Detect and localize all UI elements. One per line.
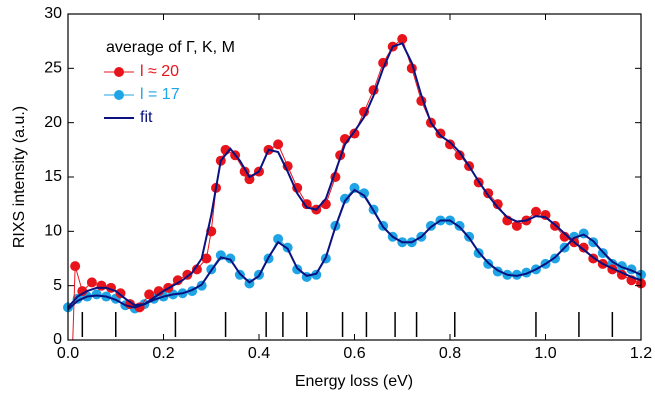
y-tick-label: 15 — [44, 168, 62, 185]
data-point — [339, 193, 350, 204]
y-tick-label: 0 — [53, 331, 62, 348]
data-point — [91, 289, 102, 300]
data-point — [70, 261, 81, 272]
legend-label: l = 17 — [140, 86, 180, 103]
data-point — [191, 264, 202, 275]
data-point — [559, 231, 570, 242]
y-tick-label: 30 — [44, 5, 62, 22]
data-point — [540, 210, 551, 221]
data-point — [311, 269, 322, 280]
data-point — [273, 233, 284, 244]
data-point — [172, 275, 183, 286]
data-point — [225, 253, 236, 264]
data-point — [86, 277, 97, 288]
data-point — [530, 206, 541, 217]
fit-line — [67, 42, 642, 309]
data-point — [273, 139, 284, 150]
data-point — [397, 33, 408, 44]
legend-marker — [114, 67, 124, 77]
x-tick-label: 0.2 — [152, 345, 174, 362]
y-tick-label: 20 — [44, 114, 62, 131]
fit-line — [67, 188, 642, 311]
legend-label: l ≈ 20 — [140, 63, 179, 80]
y-axis-label: RIXS intensity (a.u.) — [11, 106, 28, 248]
x-tick-label: 0.4 — [248, 345, 270, 362]
data-point — [511, 269, 522, 280]
data-point — [578, 242, 589, 253]
legend-label: fit — [140, 109, 153, 126]
legend-marker — [114, 90, 124, 100]
x-tick-label: 1.2 — [630, 345, 652, 362]
data-point — [454, 150, 465, 161]
x-tick-label: 0.0 — [57, 345, 79, 362]
x-tick-label: 1.0 — [534, 345, 556, 362]
data-point — [445, 139, 455, 150]
data-point — [301, 199, 312, 210]
data-point — [201, 253, 212, 264]
y-tick-label: 5 — [53, 277, 62, 294]
y-tick-label: 10 — [44, 223, 62, 240]
data-point — [492, 199, 503, 210]
data-point — [144, 289, 155, 300]
x-tick-label: 0.6 — [343, 345, 365, 362]
data-point — [511, 220, 522, 231]
legend-title: average of Γ, K, M — [106, 39, 235, 56]
data-point — [77, 286, 88, 297]
x-tick-label: 0.8 — [439, 345, 461, 362]
data-point — [359, 188, 370, 199]
data-point — [96, 280, 107, 291]
x-axis-label: Energy loss (eV) — [295, 373, 413, 390]
y-tick-label: 25 — [44, 60, 62, 77]
